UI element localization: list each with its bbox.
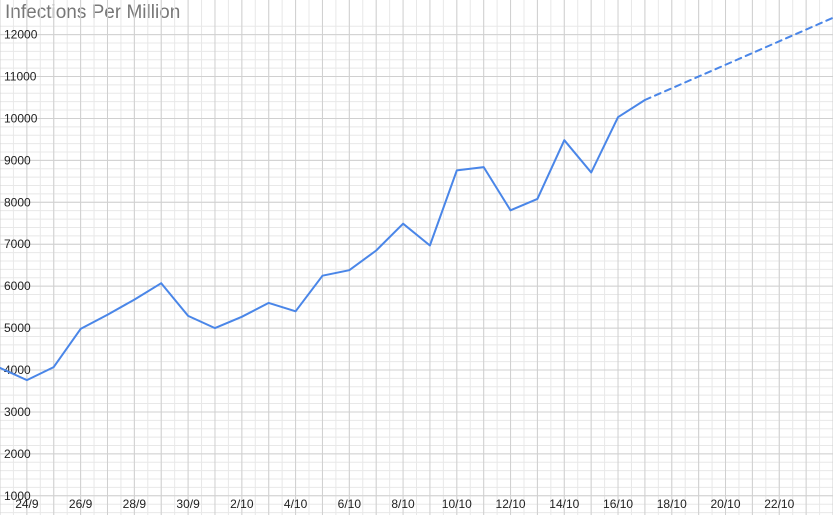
- series-projection-line: [643, 16, 833, 101]
- y-tick-label: 2000: [4, 447, 31, 461]
- x-tick-label: 10/10: [442, 497, 472, 511]
- y-tick-label: 10000: [4, 111, 38, 125]
- y-tick-label: 1000: [4, 489, 31, 503]
- y-tick-label: 9000: [4, 153, 31, 167]
- y-tick-label: 3000: [4, 405, 31, 419]
- x-tick-label: 20/10: [711, 497, 741, 511]
- y-tick-label: 7000: [4, 237, 31, 251]
- x-tick-label: 30/9: [176, 497, 200, 511]
- x-tick-label: 12/10: [496, 497, 526, 511]
- y-tick-label: 12000: [4, 28, 38, 42]
- x-tick-label: 24/9: [15, 497, 39, 511]
- x-tick-label: 16/10: [603, 497, 633, 511]
- x-tick-label: 22/10: [764, 497, 794, 511]
- x-tick-label: 6/10: [338, 497, 362, 511]
- x-tick-label: 18/10: [657, 497, 687, 511]
- y-tick-label: 6000: [4, 279, 31, 293]
- x-tick-label: 28/9: [123, 497, 147, 511]
- y-tick-label: 5000: [4, 321, 31, 335]
- chart-title: Infections Per Million: [5, 2, 181, 23]
- x-tick-label: 8/10: [391, 497, 415, 511]
- y-tick-label: 11000: [4, 70, 37, 84]
- x-tick-label: 14/10: [549, 497, 579, 511]
- x-tick-label: 2/10: [230, 497, 254, 511]
- x-tick-label: 4/10: [284, 497, 308, 511]
- x-tick-label: 26/9: [69, 497, 93, 511]
- series-line: [0, 99, 646, 382]
- y-tick-label: 8000: [4, 195, 31, 209]
